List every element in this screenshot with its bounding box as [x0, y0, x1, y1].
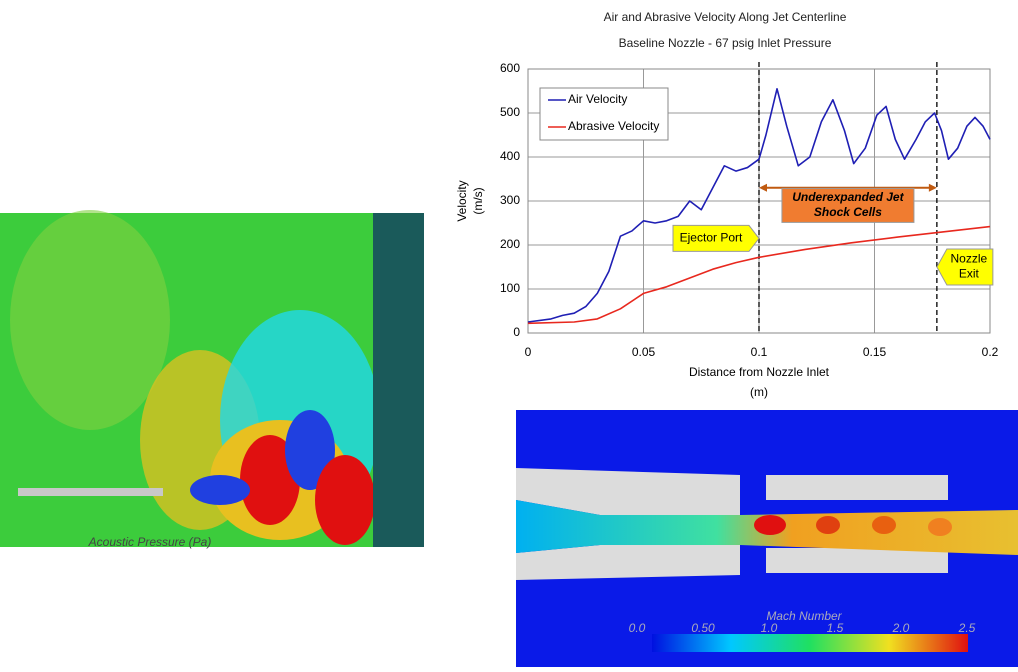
y-tick-label: 200 — [500, 237, 520, 251]
legend-label: Air Velocity — [568, 92, 627, 106]
colorbar-tick-label: 1.0 — [761, 621, 778, 635]
annotation-text: Nozzle — [951, 252, 988, 266]
mach-image: Mach Number 0.0 0.50 1.0 1.5 2.0 2.5 — [516, 410, 1018, 667]
legend-label: Abrasive Velocity — [568, 119, 659, 133]
chart: Air and Abrasive Velocity Along Jet Cent… — [455, 10, 998, 399]
y-tick-label: 400 — [500, 149, 520, 163]
annotation-text: Exit — [959, 267, 980, 281]
colorbar-tick-label: 0.0 — [629, 621, 646, 635]
plot-frame — [527, 68, 991, 334]
data-line — [527, 225, 991, 325]
acoustic-image: Acoustic Pressure (Pa) — [0, 210, 424, 549]
x-tick-label: 0.1 — [751, 345, 768, 359]
caption: Acoustic Pressure (Pa) — [88, 535, 212, 549]
legend-box — [539, 87, 669, 141]
colorbar-tick-label: 2.5 — [958, 621, 976, 635]
y-axis-label: Velocity — [455, 180, 469, 221]
x-tick-label: 0.05 — [632, 345, 656, 359]
x-tick-label: 0.2 — [982, 345, 999, 359]
y-tick-label: 100 — [500, 281, 520, 295]
annotation-text: Shock Cells — [814, 205, 882, 219]
annotation-callout — [672, 224, 760, 252]
chart-title: Baseline Nozzle - 67 psig Inlet Pressure — [619, 36, 832, 50]
x-tick-label: 0 — [525, 345, 532, 359]
annotation-text: Ejector Port — [680, 231, 743, 245]
chart-title: Air and Abrasive Velocity Along Jet Cent… — [604, 10, 847, 24]
x-axis-label: (m) — [750, 385, 768, 399]
annotation-callout — [936, 248, 994, 286]
y-tick-label: 600 — [500, 61, 520, 75]
x-tick-label: 0.15 — [863, 345, 887, 359]
annotation-box — [781, 187, 915, 223]
y-tick-label: 0 — [513, 325, 520, 339]
data-line — [527, 88, 991, 323]
y-tick-label: 500 — [500, 105, 520, 119]
y-tick-label: 300 — [500, 193, 520, 207]
x-axis-label: Distance from Nozzle Inlet — [689, 365, 830, 379]
colorbar-tick-label: 1.5 — [827, 621, 844, 635]
y-axis-label: (m/s) — [471, 187, 485, 214]
caption: Mach Number — [766, 609, 842, 623]
colorbar-tick-label: 2.0 — [892, 621, 910, 635]
annotation-text: Underexpanded Jet — [792, 190, 904, 204]
colorbar-tick-label: 0.50 — [691, 621, 715, 635]
